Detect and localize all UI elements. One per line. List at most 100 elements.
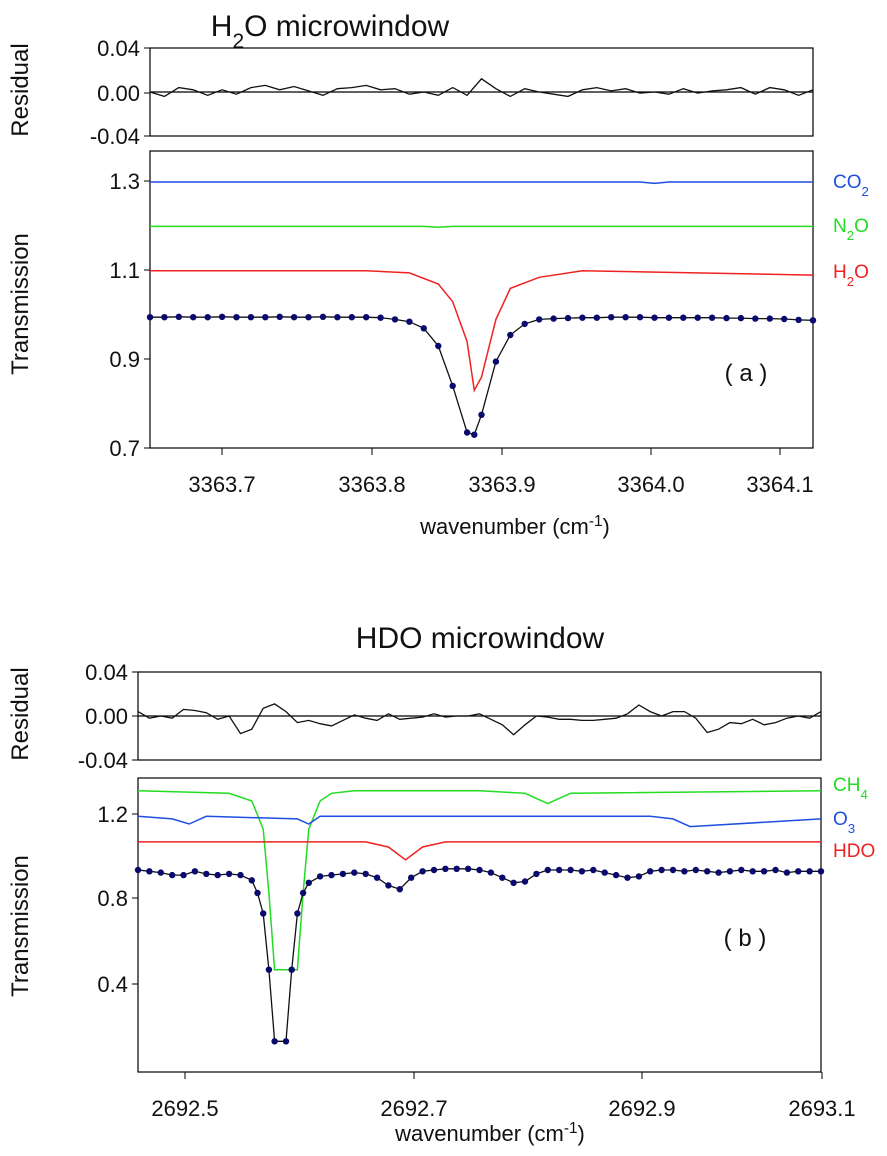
transmission-y-axis-label: Transmission: [7, 233, 34, 375]
x-axis-label: wavenumber (cm-1): [419, 513, 610, 540]
data-point: [726, 868, 734, 875]
data-point: [651, 314, 658, 321]
transmission-y-tick-label: 0.7: [109, 436, 140, 461]
data-point: [419, 868, 426, 875]
series-line-n: [150, 225, 813, 228]
data-point: [265, 966, 273, 973]
series-label-o: O3: [833, 809, 855, 836]
residual-y-tick-label: 0.00: [97, 81, 140, 106]
data-point: [536, 316, 543, 323]
data-point: [738, 866, 745, 874]
transmission-plot-frame: [137, 777, 822, 1073]
data-point: [723, 314, 730, 322]
data-point: [487, 869, 495, 876]
series-line-h: [150, 269, 814, 393]
data-point: [214, 871, 221, 879]
data-point: [694, 314, 701, 321]
residual-series-line: [137, 703, 822, 736]
series-label-ch: CH4: [833, 775, 868, 802]
data-point: [262, 314, 269, 321]
data-point: [430, 866, 438, 874]
data-point: [612, 871, 620, 879]
data-point: [704, 868, 711, 875]
data-point: [161, 314, 168, 321]
x-tick-label: 3363.9: [468, 472, 535, 497]
data-point: [203, 870, 210, 878]
data-point: [146, 868, 153, 875]
data-point: [533, 870, 540, 878]
data-point: [363, 314, 370, 321]
data-point: [175, 313, 182, 320]
data-point: [442, 865, 449, 872]
data-point: [636, 314, 644, 321]
residual-y-tick-label: 0.00: [85, 704, 128, 729]
series-line-o: [137, 815, 822, 828]
data-point: [795, 316, 802, 324]
data-point: [692, 866, 699, 874]
data-point: [305, 314, 312, 321]
data-point: [622, 314, 629, 321]
x-tick-label: 2692.7: [380, 1096, 447, 1121]
data-point: [339, 870, 347, 878]
data-point: [806, 868, 813, 875]
data-point: [556, 866, 563, 874]
data-point: [305, 879, 312, 886]
data-point: [809, 317, 817, 324]
data-point: [635, 873, 643, 880]
data-point: [772, 866, 779, 874]
data-point: [191, 868, 199, 875]
x-tick-label: 2693.1: [788, 1096, 855, 1121]
transmission-plot-frame: [149, 150, 814, 449]
data-point: [783, 869, 791, 876]
data-point: [665, 314, 673, 321]
data-point: [328, 871, 335, 879]
x-tick-label: 3363.8: [338, 472, 405, 497]
data-point: [290, 314, 298, 321]
data-point: [492, 358, 500, 365]
data-point: [449, 382, 456, 390]
data-point: [550, 315, 557, 322]
data-point: [464, 865, 472, 872]
residual-y-tick-label: -0.04: [78, 748, 128, 773]
data-point: [669, 866, 677, 874]
transmission-y-tick-label: 1.1: [109, 258, 140, 283]
x-tick-label: 3364.0: [617, 472, 684, 497]
data-point: [658, 866, 665, 874]
data-point: [348, 314, 355, 321]
data-point: [180, 871, 187, 879]
data-point: [593, 314, 600, 321]
data-point: [590, 866, 597, 874]
data-point: [680, 314, 687, 321]
series-label-hdo: HDO: [833, 841, 875, 862]
data-point: [377, 314, 384, 321]
series-line-ch: [137, 790, 822, 971]
x-tick-label: 2692.9: [608, 1096, 675, 1121]
data-point: [271, 1038, 278, 1045]
data-point: [715, 869, 722, 876]
data-point: [406, 318, 413, 325]
data-point: [190, 314, 197, 321]
data-point: [351, 869, 358, 876]
data-point: [254, 889, 261, 897]
data-point: [476, 866, 483, 874]
panel-label: ( b ): [724, 925, 767, 952]
transmission-y-tick-label: 1.2: [97, 802, 128, 827]
data-point: [579, 314, 586, 321]
chart-title: HDO microwindow: [356, 622, 605, 655]
data-point: [795, 868, 802, 875]
data-point: [463, 429, 471, 436]
data-point: [647, 868, 654, 875]
data-point: [681, 868, 688, 875]
series-label-h: H2O: [833, 262, 869, 289]
residual-y-tick-label: 0.04: [85, 660, 128, 685]
data-point: [624, 874, 631, 881]
data-point: [146, 314, 154, 321]
data-point: [564, 314, 572, 322]
data-point: [225, 870, 233, 878]
data-point: [204, 314, 211, 321]
data-point: [316, 873, 324, 880]
data-point: [319, 313, 327, 320]
data-point: [260, 910, 267, 917]
data-point: [420, 325, 427, 332]
data-point: [294, 910, 301, 917]
